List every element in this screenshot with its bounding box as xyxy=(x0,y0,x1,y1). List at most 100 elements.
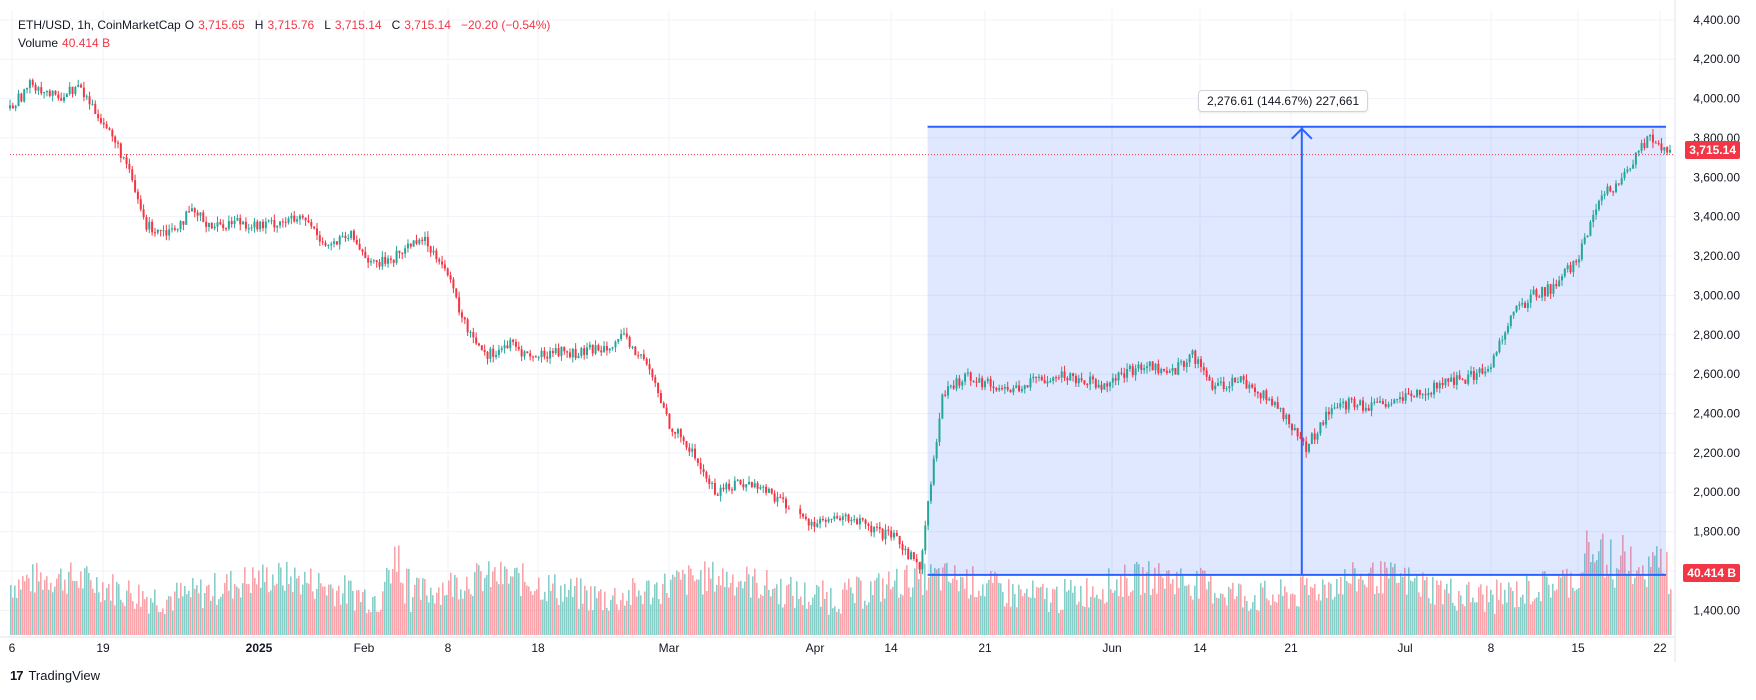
footer[interactable]: 17 TradingView xyxy=(10,668,100,683)
candle-body xyxy=(1279,408,1282,410)
candle-body xyxy=(134,180,137,192)
volume-bar xyxy=(236,586,238,635)
candle-body xyxy=(205,221,208,227)
candle-body xyxy=(460,312,463,318)
volume-bar xyxy=(1154,567,1156,635)
time-tick-label: 6 xyxy=(9,641,16,655)
volume-bar xyxy=(1610,539,1612,635)
volume-bar xyxy=(20,589,22,635)
candle-body xyxy=(1441,382,1444,386)
volume-bar xyxy=(1238,583,1240,635)
volume-bar xyxy=(1664,574,1666,635)
volume-bar xyxy=(144,599,146,635)
volume-bar xyxy=(32,564,34,635)
candle-body xyxy=(893,532,896,538)
volume-bar xyxy=(802,605,804,635)
candle-body xyxy=(856,519,859,525)
volume-bar xyxy=(1020,589,1022,635)
candle-body xyxy=(77,84,80,88)
volume-bar xyxy=(1192,599,1194,635)
volume-label[interactable]: Volume xyxy=(18,36,59,50)
candle-body xyxy=(156,229,159,233)
volume-bar xyxy=(1608,574,1610,635)
candle-body xyxy=(1288,414,1291,425)
volume-bar xyxy=(974,596,976,635)
time-tick-label: 21 xyxy=(978,641,992,655)
volume-bar xyxy=(86,566,88,635)
volume-bar xyxy=(1136,561,1138,635)
volume-bar xyxy=(1054,589,1056,635)
volume-bar xyxy=(902,595,904,635)
measure-range[interactable] xyxy=(927,125,1666,576)
volume-bar xyxy=(710,578,712,635)
candle-body xyxy=(1612,191,1615,193)
candle-body xyxy=(279,221,282,226)
volume-bar xyxy=(692,575,694,635)
candle-body xyxy=(1171,368,1174,372)
volume-bar xyxy=(290,576,292,635)
candle-body xyxy=(412,240,415,247)
candle-body xyxy=(1546,284,1549,297)
volume-bar xyxy=(350,580,352,635)
volume-bar xyxy=(1572,587,1574,635)
volume-bar xyxy=(382,591,384,635)
volume-bar xyxy=(468,588,470,635)
candle-body xyxy=(273,220,276,228)
candle-body xyxy=(1276,402,1279,409)
candle-body xyxy=(48,90,51,96)
volume-bar xyxy=(984,596,986,635)
volume-bar xyxy=(656,582,658,635)
candle-body xyxy=(1191,350,1194,355)
volume-bar xyxy=(1450,578,1452,635)
candle-body xyxy=(1452,377,1455,385)
candle-body xyxy=(28,80,31,88)
volume-bar xyxy=(122,602,124,635)
volume-bar xyxy=(776,584,778,635)
volume-bar xyxy=(966,569,968,635)
volume-bar xyxy=(1410,580,1412,635)
candle-body xyxy=(978,378,981,383)
candle-body xyxy=(1583,237,1586,244)
symbol-label[interactable]: ETH/USD, 1h, CoinMarketCap xyxy=(18,18,181,32)
volume-bar xyxy=(1454,605,1456,635)
volume-bar xyxy=(630,604,632,635)
volume-bar xyxy=(1492,594,1494,635)
volume-bar xyxy=(148,613,150,635)
time-axis[interactable]: 6 19 2025 Feb 8 18 Mar Apr 14 21 Jun 14 21 Jul 8 15 22 xyxy=(0,636,1675,655)
volume-bar xyxy=(952,578,954,635)
volume-bar xyxy=(1098,598,1100,635)
volume-bar xyxy=(1204,570,1206,635)
volume-bar xyxy=(116,581,118,635)
volume-bar xyxy=(1658,567,1660,635)
candle-body xyxy=(631,346,634,348)
volume-bar xyxy=(340,604,342,635)
candle-body xyxy=(765,486,768,493)
volume-bar xyxy=(550,590,552,635)
volume-bar xyxy=(308,583,310,635)
volume-bar xyxy=(1174,594,1176,635)
candle-body xyxy=(210,222,213,229)
volume-bar xyxy=(538,577,540,635)
volume-bar xyxy=(1292,593,1294,635)
candle-body xyxy=(509,339,512,349)
candle-body xyxy=(247,228,250,230)
volume-bar xyxy=(922,594,924,635)
candle-body xyxy=(1634,152,1637,165)
volume-bar xyxy=(364,589,366,635)
volume-bar xyxy=(328,584,330,635)
candle-body xyxy=(1285,414,1288,419)
volume-bar xyxy=(838,608,840,635)
volume-bar xyxy=(1404,567,1406,635)
volume-bar xyxy=(1666,551,1668,635)
candle-body xyxy=(586,347,589,355)
volume-bar xyxy=(490,587,492,635)
candle-body xyxy=(1168,371,1171,373)
volume-bar xyxy=(142,591,144,635)
volume-bar xyxy=(180,583,182,635)
candle-body xyxy=(782,497,785,499)
volume-bar xyxy=(482,591,484,635)
volume-bar xyxy=(1556,589,1558,635)
price-axis[interactable]: 1,400.001,600.001,800.002,000.002,200.00… xyxy=(1674,0,1740,662)
candle-body xyxy=(216,222,219,227)
